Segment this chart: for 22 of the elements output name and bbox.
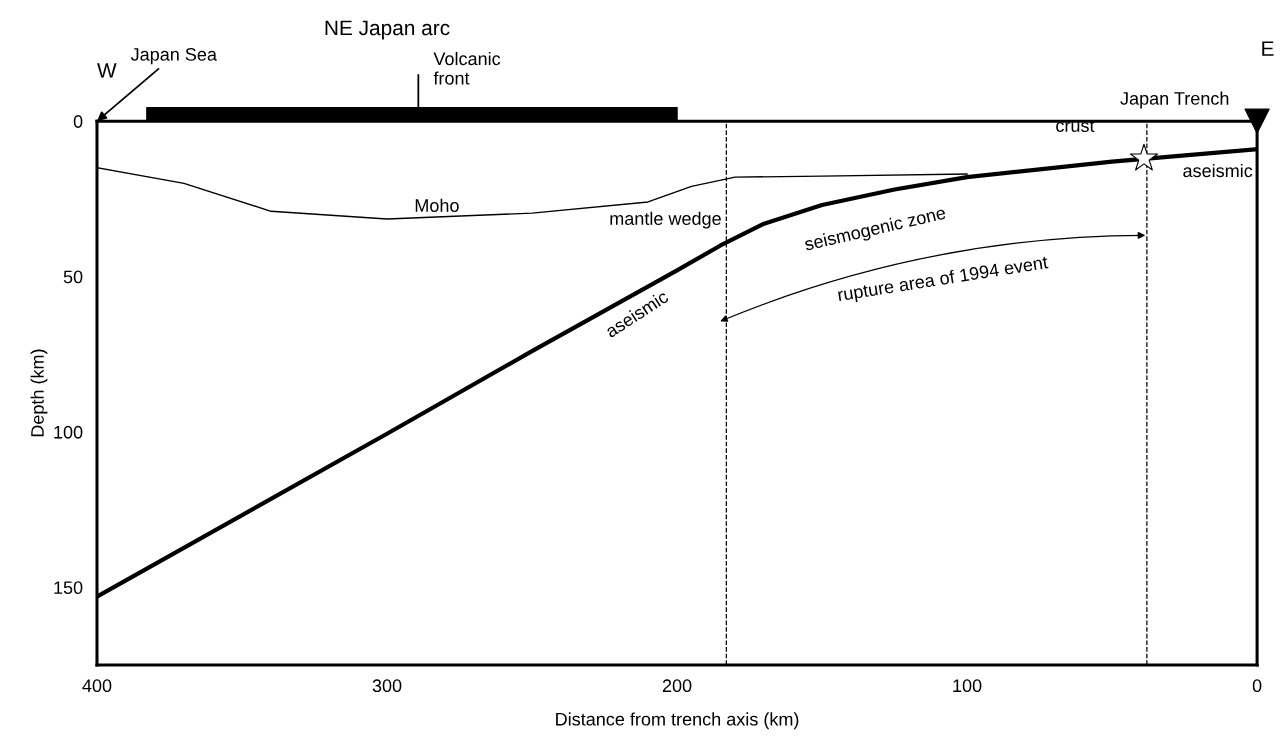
y-tick-label: 50: [63, 270, 83, 284]
x-tick-label: 300: [372, 679, 402, 693]
x-tick-label: 0: [1252, 679, 1262, 693]
text: Japan Sea: [130, 47, 217, 65]
y-tick-label: 100: [54, 425, 83, 439]
annotation: Moho: [415, 198, 459, 212]
y-tick-label: 150: [54, 581, 83, 595]
annotation: crust: [1056, 120, 1095, 132]
text: Japan Trench: [1120, 91, 1229, 109]
y-axis-title: Depth (km): [30, 349, 48, 437]
y-tick-label: 0: [73, 115, 83, 128]
annotation: mantle wedge: [610, 211, 721, 229]
text: E: [1262, 41, 1274, 56]
text: W: [97, 63, 117, 78]
x-axis-title: Distance from trench axis (km): [556, 712, 799, 730]
annotation: aseismic: [1183, 163, 1253, 178]
x-tick-label: 400: [82, 679, 112, 693]
chart-title: NE Japan arc: [325, 20, 450, 40]
x-tick-label: 200: [662, 679, 692, 693]
x-tick-label: 100: [953, 679, 982, 693]
text: Volcanic front: [433, 51, 501, 85]
annotation: rupture area of 1994 event: [837, 255, 1049, 305]
